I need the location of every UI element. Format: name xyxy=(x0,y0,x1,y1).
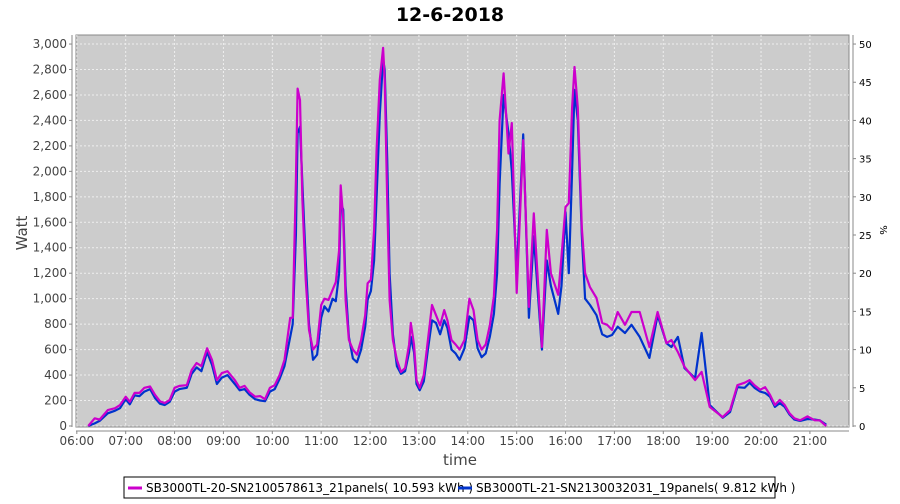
legend-label-1: SB3000TL-20-SN2100578613_21panels( 10.59… xyxy=(146,481,473,495)
y2-tick-label: 5 xyxy=(859,384,865,395)
x-tick-label: 18:00 xyxy=(646,434,681,448)
y-tick-label: 1,200 xyxy=(33,266,67,280)
x-axis-label: time xyxy=(443,451,477,469)
x-tick-label: 13:00 xyxy=(402,434,437,448)
y-tick-label: 3,000 xyxy=(33,37,67,51)
legend-label-2: SB3000TL-21-SN2130032031_19panels( 9.812… xyxy=(476,481,795,495)
y2-tick-label: 45 xyxy=(859,78,872,89)
x-tick-label: 06:00 xyxy=(60,434,95,448)
y-tick-label: 1,000 xyxy=(33,292,67,306)
y-axis-label: Watt xyxy=(13,215,31,250)
x-tick-label: 20:00 xyxy=(744,434,779,448)
y-tick-label: 800 xyxy=(44,317,67,331)
y-tick-label: 0 xyxy=(59,419,67,433)
y2-tick-label: 0 xyxy=(859,422,865,433)
y-tick-label: 600 xyxy=(44,343,67,357)
grid xyxy=(76,35,849,427)
x-tick-label: 11:00 xyxy=(304,434,339,448)
y2-axis-label: % xyxy=(877,225,888,235)
axes: 06:00 07:00 08:00 09:00 10:00 11:00 12:00 13:00… xyxy=(33,35,872,448)
x-tick-label: 08:00 xyxy=(157,434,192,448)
x-tick-label: 10:00 xyxy=(255,434,290,448)
x-tick-label: 19:00 xyxy=(695,434,730,448)
y2-tick-label: 20 xyxy=(859,269,872,280)
chart-title: 12-6-2018 xyxy=(396,4,504,26)
y2-tick-label: 10 xyxy=(859,346,872,357)
series-line-1 xyxy=(87,46,827,427)
x-tick-label: 14:00 xyxy=(450,434,485,448)
y-tick-label: 200 xyxy=(44,394,67,408)
legend-box xyxy=(123,476,776,499)
y-tick-label: 1,800 xyxy=(33,190,67,204)
y2-tick-label: 15 xyxy=(859,307,872,318)
x-tick-label: 16:00 xyxy=(548,434,583,448)
y-tick-label: 2,800 xyxy=(33,63,67,77)
x-tick-label: 17:00 xyxy=(597,434,632,448)
x-tick-label: 12:00 xyxy=(353,434,388,448)
y2-tick-label: 40 xyxy=(859,116,872,127)
y2-tick-label: 35 xyxy=(859,155,872,166)
legend: SB3000TL-20-SN2100578613_21panels( 10.59… xyxy=(123,476,795,499)
x-tick-label: 21:00 xyxy=(793,434,828,448)
y-tick-label: 2,000 xyxy=(33,164,67,178)
y-tick-label: 2,600 xyxy=(33,88,67,102)
x-tick-label: 15:00 xyxy=(499,434,534,448)
x-tick-label: 07:00 xyxy=(108,434,143,448)
y-tick-label: 2,200 xyxy=(33,139,67,153)
y2-tick-label: 30 xyxy=(859,193,872,204)
y2-tick-label: 50 xyxy=(859,40,872,51)
y-tick-label: 1,400 xyxy=(33,241,67,255)
y2-tick-label: 25 xyxy=(859,231,872,242)
y-tick-label: 400 xyxy=(44,368,67,382)
y-tick-label: 2,400 xyxy=(33,113,67,127)
y-tick-label: 1,600 xyxy=(33,215,67,229)
x-tick-label: 09:00 xyxy=(206,434,241,448)
series-lines xyxy=(87,46,827,428)
